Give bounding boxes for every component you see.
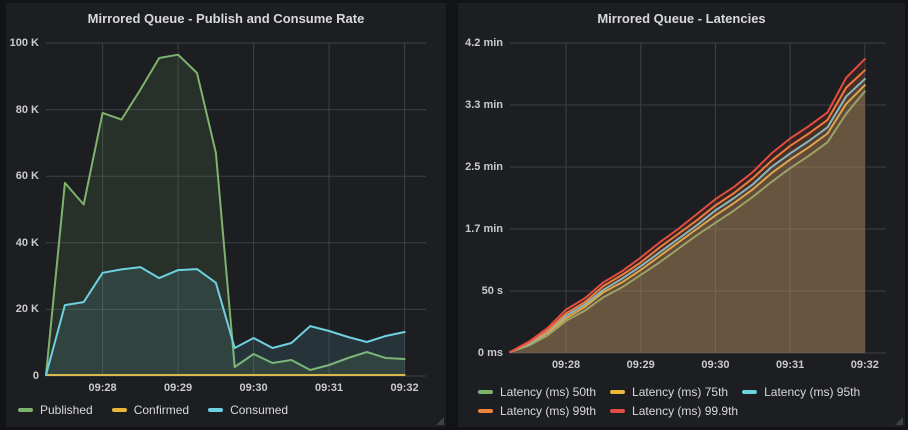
x-axis-tick-label: 09:29 xyxy=(164,382,193,394)
x-axis-tick-label: 09:28 xyxy=(551,359,581,371)
panel-title[interactable]: Mirrored Queue - Publish and Consume Rat… xyxy=(87,11,365,26)
series-published-line xyxy=(45,53,406,376)
y-axis-tick-label: 100 K xyxy=(9,37,39,49)
legend-color-dash-icon xyxy=(111,408,127,412)
series-latency-ms-99th-line xyxy=(509,69,866,353)
series-latency-ms-99-9th-line xyxy=(509,58,866,353)
legend-item-latency-ms-95th[interactable]: Latency (ms) 95th xyxy=(742,385,860,399)
series-latency-ms-99-9th-fill xyxy=(510,59,865,353)
legend: Latency (ms) 50th Latency (ms) 75th Latenc… xyxy=(478,385,898,418)
x-axis-tick-label: 09:28 xyxy=(88,382,117,394)
series-latency-ms-50th-line xyxy=(509,90,866,353)
legend-item-label: Published xyxy=(40,403,93,417)
panel-resize-handle-icon[interactable] xyxy=(895,417,903,425)
legend-item-latency-ms-75th[interactable]: Latency (ms) 75th xyxy=(610,385,728,399)
y-axis-tick-label: 1.7 min xyxy=(465,223,503,235)
series-latency-ms-99th-fill xyxy=(510,70,865,354)
legend-color-dash-icon xyxy=(610,390,626,394)
legend-item-label: Confirmed xyxy=(133,403,190,417)
legend: Published Confirmed Consumed xyxy=(18,403,288,417)
legend-item-confirmed[interactable]: Confirmed xyxy=(111,403,190,417)
x-axis-tick-label: 09:31 xyxy=(776,359,805,371)
mirrored-queue-latencies-plot-area[interactable] xyxy=(509,42,886,354)
legend-item-published[interactable]: Published xyxy=(18,403,93,417)
legend-item-label: Latency (ms) 50th xyxy=(500,385,597,399)
series-latency-ms-75th-line xyxy=(509,84,866,353)
y-axis-tick-label: 2.5 min xyxy=(465,161,503,173)
legend-item-latency-ms-99-9th[interactable]: Latency (ms) 99.9th xyxy=(610,404,738,418)
series-latency-ms-95th-line xyxy=(509,78,866,353)
x-axis-tick-label: 09:32 xyxy=(850,359,879,371)
legend-item-label: Latency (ms) 95th xyxy=(764,385,861,399)
y-axis-tick-label: 0 ms xyxy=(477,347,503,359)
gridlines xyxy=(46,42,426,377)
y-axis-tick-label: 40 K xyxy=(15,236,39,249)
mirrored-queue-publish-and-consume-rate-plot-area[interactable] xyxy=(45,42,426,377)
panel-resize-handle-icon[interactable] xyxy=(436,417,444,425)
panel-latencies: Mirrored Queue - Latencies Latency (ms) … xyxy=(458,3,905,427)
legend-color-dash-icon xyxy=(18,408,33,412)
y-axis-tick-label: 80 K xyxy=(15,103,39,116)
legend-item-consumed[interactable]: Consumed xyxy=(208,403,288,417)
panel-publish-consume-rate: Mirrored Queue - Publish and Consume Rat… xyxy=(6,3,446,427)
x-axis-tick-label: 09:29 xyxy=(626,359,655,371)
series-latency-ms-95th-fill xyxy=(510,79,865,353)
y-axis-tick-label: 0 xyxy=(32,370,39,382)
series-published-fill xyxy=(46,54,405,376)
y-axis-tick-label: 20 K xyxy=(15,303,39,316)
legend-item-latency-ms-50th[interactable]: Latency (ms) 50th xyxy=(478,385,596,399)
legend-color-dash-icon xyxy=(208,408,224,412)
legend-item-latency-ms-99th[interactable]: Latency (ms) 99th xyxy=(478,404,596,418)
legend-item-label: Latency (ms) 99.9th xyxy=(632,404,739,418)
y-axis-tick-label: 3.3 min xyxy=(465,99,503,111)
series-latency-ms-50th-fill xyxy=(510,91,865,354)
y-axis-tick-label: 60 K xyxy=(15,170,39,183)
x-axis-tick-label: 09:32 xyxy=(390,382,419,394)
y-axis-tick-label: 4.2 min xyxy=(465,37,503,49)
legend-color-dash-icon xyxy=(478,390,493,394)
legend-item-label: Latency (ms) 99th xyxy=(500,404,597,418)
legend-item-label: Consumed xyxy=(230,403,289,417)
y-axis-tick-label: 50 s xyxy=(481,285,503,297)
series-consumed-fill xyxy=(46,267,405,376)
legend-color-dash-icon xyxy=(478,409,493,413)
panel-title[interactable]: Mirrored Queue - Latencies xyxy=(597,11,766,26)
x-axis-tick-label: 09:30 xyxy=(239,382,268,394)
series-consumed-line xyxy=(45,266,406,376)
legend-color-dash-icon xyxy=(610,409,626,413)
x-axis-tick-label: 09:31 xyxy=(315,382,344,394)
x-axis-tick-label: 09:30 xyxy=(701,359,730,371)
legend-item-label: Latency (ms) 75th xyxy=(632,385,729,399)
legend-color-dash-icon xyxy=(742,390,758,394)
series-latency-ms-75th-fill xyxy=(510,85,865,353)
